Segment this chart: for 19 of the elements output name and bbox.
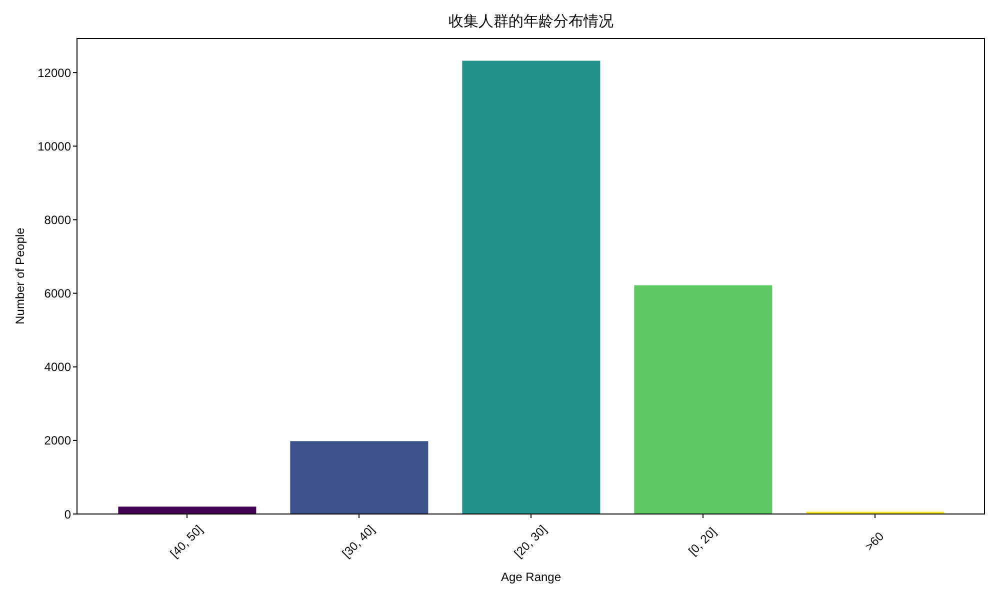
x-tick-label: >60 — [862, 529, 887, 554]
chart-title: 收集人群的年龄分布情况 — [448, 12, 614, 31]
y-tick-label: 6000 — [44, 286, 72, 301]
y-tick-label: 4000 — [44, 360, 72, 374]
y-tick-label: 8000 — [44, 212, 72, 227]
y-axis-title: Number of People — [12, 226, 28, 326]
x-tick-label: [20, 30] — [511, 522, 550, 561]
bar — [634, 285, 772, 514]
y-tick-label: 12000 — [38, 66, 72, 80]
x-tick-label: [40, 50] — [167, 522, 206, 561]
bar — [462, 60, 600, 514]
x-tick-label: [0, 20] — [686, 524, 720, 558]
y-tick-label: 0 — [64, 507, 72, 522]
y-tick-label: 10000 — [38, 139, 72, 154]
bar — [290, 441, 428, 514]
bar — [118, 506, 256, 514]
x-tick-label: [30, 40] — [339, 522, 378, 561]
y-tick-label: 2000 — [44, 434, 72, 448]
x-axis-title: Age Range — [500, 570, 562, 584]
